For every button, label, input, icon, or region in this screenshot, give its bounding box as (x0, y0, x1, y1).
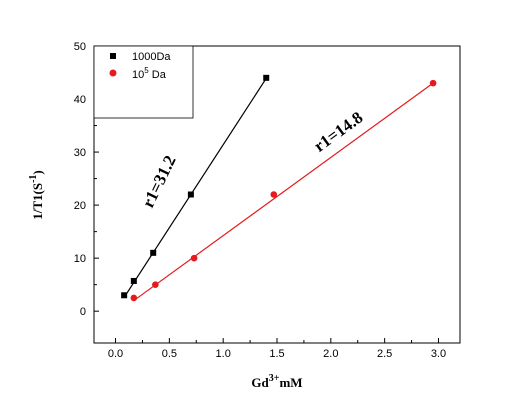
data-point-series-1 (190, 254, 198, 262)
x-tick-label: 2.5 (377, 348, 392, 360)
data-point-series-0 (263, 74, 270, 81)
y-axis-title-post: ) (30, 170, 45, 174)
y-axis: 0 10 20 30 40 50 (74, 41, 99, 318)
data-points (121, 74, 437, 302)
y-tick-label: 20 (74, 200, 86, 212)
x-axis-title-sup: 3+ (269, 373, 280, 384)
data-point-series-0 (150, 249, 157, 256)
y-tick-label: 50 (74, 41, 86, 53)
legend-label-1000da: 1000Da (132, 51, 171, 63)
legend-label-1e5da-base: 10 (132, 69, 144, 81)
x-axis-title: Gd3+mM (251, 373, 302, 390)
slope-annotation-0: r1=31.2 (138, 152, 179, 210)
legend-marker-1e5da (109, 69, 117, 77)
legend-label-1e5da-sup: 5 (144, 66, 149, 75)
data-point-series-1 (130, 294, 138, 302)
slope-annotation-1: r1=14.8 (310, 108, 366, 156)
x-tick-label: 2.0 (323, 348, 338, 360)
x-tick-label: 1.0 (216, 348, 231, 360)
y-axis-title-pre: 1/T1(S (30, 183, 45, 220)
fit-line-series-1 (133, 82, 434, 302)
x-tick-label: 0.0 (108, 348, 123, 360)
legend-label-1e5da-suffix: Da (149, 69, 167, 81)
x-axis-title-base: Gd (251, 375, 269, 390)
fit-line-series-0 (123, 78, 267, 298)
x-axis: 0.0 0.5 1.0 1.5 2.0 2.5 3.0 (108, 338, 446, 360)
legend-label-1e5da: 105 Da (132, 66, 167, 81)
data-point-series-0 (121, 292, 128, 299)
y-axis-title: 1/T1(S-1) (28, 170, 45, 220)
x-tick-label: 1.5 (269, 348, 284, 360)
x-axis-title-rest: mM (279, 375, 302, 390)
data-point-series-1 (429, 79, 437, 87)
y-tick-label: 40 (74, 94, 86, 106)
legend-marker-1000da (110, 53, 116, 59)
y-tick-label: 10 (74, 253, 86, 265)
annotations: r1=31.2 r1=14.8 (138, 108, 366, 211)
data-point-series-1 (270, 191, 278, 198)
y-axis-title-sup: -1 (28, 175, 39, 183)
data-point-series-0 (187, 191, 194, 198)
legend: 1000Da 105 Da (93, 45, 194, 119)
data-point-series-0 (130, 277, 137, 284)
y-tick-label: 0 (80, 306, 86, 318)
y-tick-label: 30 (74, 147, 86, 159)
data-point-series-1 (152, 281, 159, 288)
x-tick-label: 0.5 (162, 348, 177, 360)
fit-lines (123, 78, 434, 302)
x-tick-label: 3.0 (431, 348, 446, 360)
